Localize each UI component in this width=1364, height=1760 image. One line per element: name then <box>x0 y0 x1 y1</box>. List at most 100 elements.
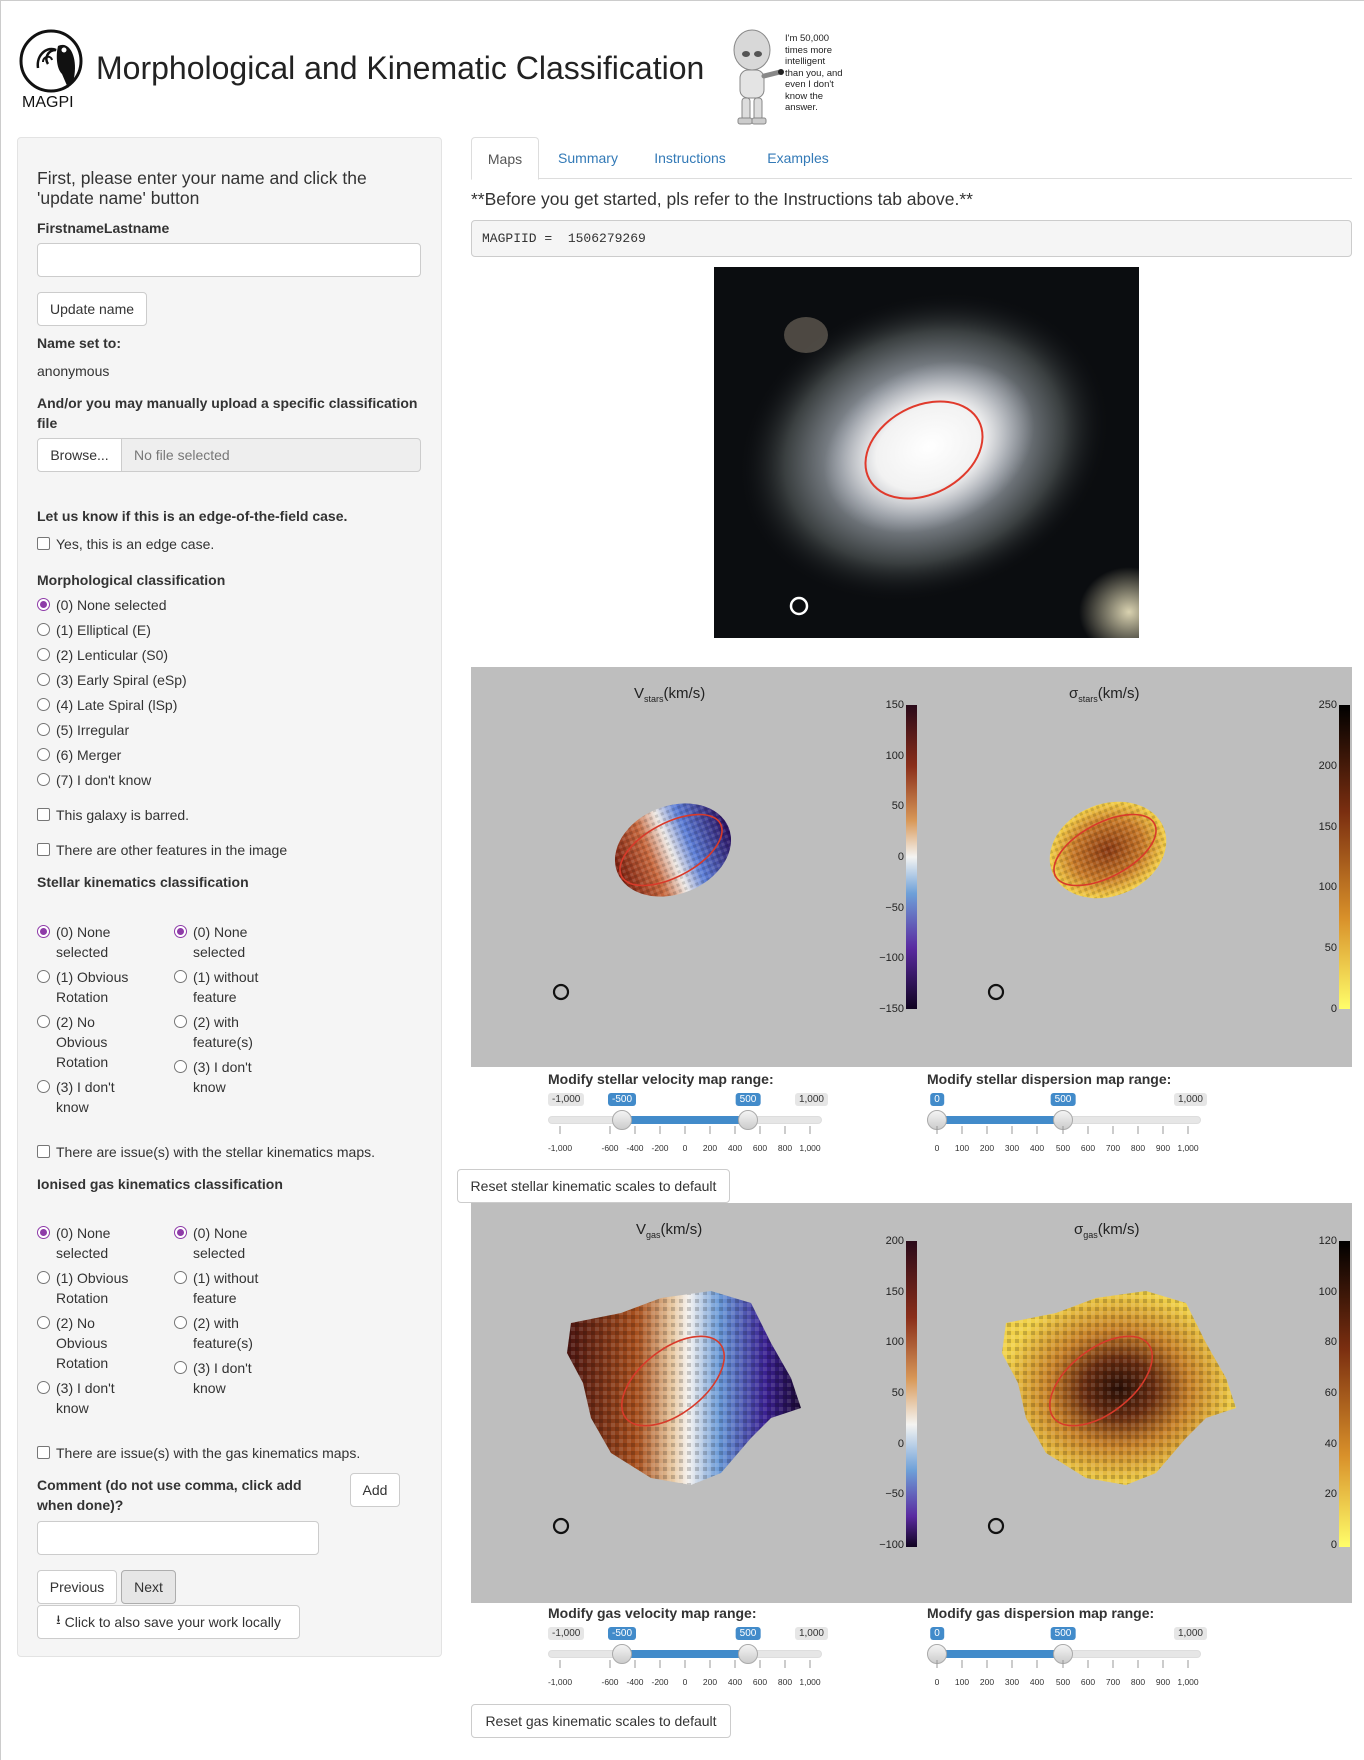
name-set-value: anonymous <box>37 363 110 379</box>
stellar-b-option-3[interactable]: (3) I don't know <box>174 1057 252 1097</box>
slider-tick-label: 100 <box>954 1677 970 1687</box>
tick-label: −100 <box>879 952 904 964</box>
slider-title: Modify stellar dispersion map range: <box>927 1071 1172 1087</box>
morph-option-3[interactable]: (3) Early Spiral (eSp) <box>37 670 187 690</box>
slider-tick-label: 700 <box>1105 1143 1121 1153</box>
comment-input[interactable] <box>37 1521 319 1555</box>
stellar-a-option-0[interactable]: (0) None selected <box>37 922 110 962</box>
download-icon: ⭳ <box>56 1612 61 1627</box>
slider-tick-label: 800 <box>777 1143 793 1153</box>
stellar-issue-checkbox[interactable]: There are issue(s) with the stellar kine… <box>37 1142 375 1162</box>
previous-button[interactable]: Previous <box>37 1570 117 1604</box>
slider-ticks <box>559 1126 811 1134</box>
browse-button[interactable]: Browse... <box>37 438 122 472</box>
morph-option-5[interactable]: (5) Irregular <box>37 720 129 740</box>
stellar-dispersion-title: σstars(km/s) <box>1069 685 1140 704</box>
slider-to-handle[interactable] <box>738 1644 758 1664</box>
stellar-b-option-1[interactable]: (1) without feature <box>174 967 258 1007</box>
update-name-button[interactable]: Update name <box>37 292 147 326</box>
gas-dispersion-slider[interactable]: Modify gas dispersion map range: 0 500 1… <box>927 1605 1207 1695</box>
gas-b-option-1[interactable]: (1) without feature <box>174 1268 258 1308</box>
slider-tick-label: 600 <box>752 1143 768 1153</box>
reset-gas-scales-button[interactable]: Reset gas kinematic scales to default <box>471 1704 731 1738</box>
slider-tick-label: 200 <box>702 1677 718 1687</box>
gas-velocity-title: Vgas(km/s) <box>636 1221 703 1240</box>
stellar-a-option-2[interactable]: (2) No Obvious Rotation <box>37 1012 108 1072</box>
tick-label: 0 <box>897 1438 904 1450</box>
gas-a-option-0[interactable]: (0) None selected <box>37 1223 110 1263</box>
tab-maps[interactable]: Maps <box>471 137 539 180</box>
edge-label: Let us know if this is an edge-of-the-fi… <box>37 508 348 524</box>
gas-b-option-0[interactable]: (0) None selected <box>174 1223 247 1263</box>
tab-instructions[interactable]: Instructions <box>654 150 726 166</box>
barred-checkbox[interactable]: This galaxy is barred. <box>37 805 189 825</box>
stellar-dispersion-map <box>987 801 1167 1001</box>
robot-illustration <box>718 28 858 128</box>
slider-selected-range <box>622 1650 748 1658</box>
slider-tick-label: -1,000 <box>547 1677 573 1687</box>
checkbox-box[interactable] <box>37 537 50 550</box>
morph-option-2[interactable]: (2) Lenticular (S0) <box>37 645 168 665</box>
slider-tick-label: 0 <box>934 1677 940 1687</box>
tick-label: 50 <box>1324 942 1337 954</box>
next-button[interactable]: Next <box>121 1570 176 1604</box>
slider-ticks <box>559 1660 811 1668</box>
morph-option-7[interactable]: (7) I don't know <box>37 770 151 790</box>
stellar-a-option-1[interactable]: (1) Obvious Rotation <box>37 967 128 1007</box>
slider-max-label: 1,000 <box>794 1093 828 1106</box>
morph-option-1[interactable]: (1) Elliptical (E) <box>37 620 151 640</box>
slider-max-label: 1,000 <box>1173 1093 1207 1106</box>
tick-label: 200 <box>885 1235 904 1247</box>
slider-tick-label: -200 <box>651 1677 669 1687</box>
gas-a-option-2[interactable]: (2) No Obvious Rotation <box>37 1313 108 1373</box>
slider-from-handle[interactable] <box>612 1110 632 1130</box>
slider-from-value: -500 <box>607 1627 637 1640</box>
slider-from-handle[interactable] <box>612 1644 632 1664</box>
slider-tick-label: -400 <box>626 1677 644 1687</box>
gas-b-option-3[interactable]: (3) I don't know <box>174 1358 252 1398</box>
gas-issue-checkbox[interactable]: There are issue(s) with the gas kinemati… <box>37 1443 360 1463</box>
main-tabs: Maps Summary Instructions Examples <box>471 137 1352 180</box>
morph-option-4[interactable]: (4) Late Spiral (lSp) <box>37 695 177 715</box>
stellar-dispersion-slider[interactable]: Modify stellar dispersion map range: 0 5… <box>927 1071 1207 1161</box>
gas-velocity-slider[interactable]: Modify gas velocity map range: -1,000 1,… <box>548 1605 828 1695</box>
slider-tick-label: -200 <box>651 1143 669 1153</box>
slider-title: Modify gas dispersion map range: <box>927 1605 1155 1621</box>
gas-a-option-1[interactable]: (1) Obvious Rotation <box>37 1268 128 1308</box>
slider-tick-label: 300 <box>1004 1143 1020 1153</box>
add-comment-button[interactable]: Add <box>350 1473 400 1507</box>
slider-tick-label: 600 <box>1080 1143 1096 1153</box>
edge-checkbox[interactable]: Yes, this is an edge case. <box>37 534 214 554</box>
slider-to-value: 500 <box>1050 1093 1076 1106</box>
tick-label: 50 <box>891 1387 904 1399</box>
stellar-velocity-slider[interactable]: Modify stellar velocity map range: -1,00… <box>548 1071 828 1161</box>
stellar-b-option-0[interactable]: (0) None selected <box>174 922 247 962</box>
slider-tick-label: 500 <box>1055 1143 1071 1153</box>
tab-examples[interactable]: Examples <box>767 150 829 166</box>
tab-summary[interactable]: Summary <box>558 150 618 166</box>
slider-tick-label: 600 <box>752 1677 768 1687</box>
name-input[interactable] <box>37 243 421 277</box>
tick-label: −50 <box>885 902 904 914</box>
slider-tick-label: 200 <box>702 1143 718 1153</box>
gas-a-option-3[interactable]: (3) I don't know <box>37 1378 115 1418</box>
morph-option-0[interactable]: (0) None selected <box>37 595 167 615</box>
slider-to-handle[interactable] <box>738 1110 758 1130</box>
name-prompt: First, please enter your name and click … <box>37 168 367 208</box>
sidebar-panel: First, please enter your name and click … <box>17 137 442 1657</box>
gas-dispersion-title: σgas(km/s) <box>1074 1221 1140 1240</box>
reset-stellar-scales-button[interactable]: Reset stellar kinematic scales to defaul… <box>457 1169 730 1203</box>
slider-tick-label: -1,000 <box>547 1143 573 1153</box>
tick-label: 0 <box>897 851 904 863</box>
morph-option-6[interactable]: (6) Merger <box>37 745 121 765</box>
slider-selected-range <box>937 1650 1063 1658</box>
tick-label: −50 <box>885 1488 904 1500</box>
features-checkbox[interactable]: There are other features in the image <box>37 840 287 860</box>
instructions-notice: **Before you get started, pls refer to t… <box>471 189 973 209</box>
gas-b-option-2[interactable]: (2) with feature(s) <box>174 1313 253 1353</box>
stellar-b-option-2[interactable]: (2) with feature(s) <box>174 1012 253 1052</box>
slider-tick-label: 800 <box>1130 1143 1146 1153</box>
save-locally-button[interactable]: ⭳ Click to also save your work locally <box>37 1605 300 1639</box>
slider-tick-label: 600 <box>1080 1677 1096 1687</box>
stellar-a-option-3[interactable]: (3) I don't know <box>37 1077 115 1117</box>
